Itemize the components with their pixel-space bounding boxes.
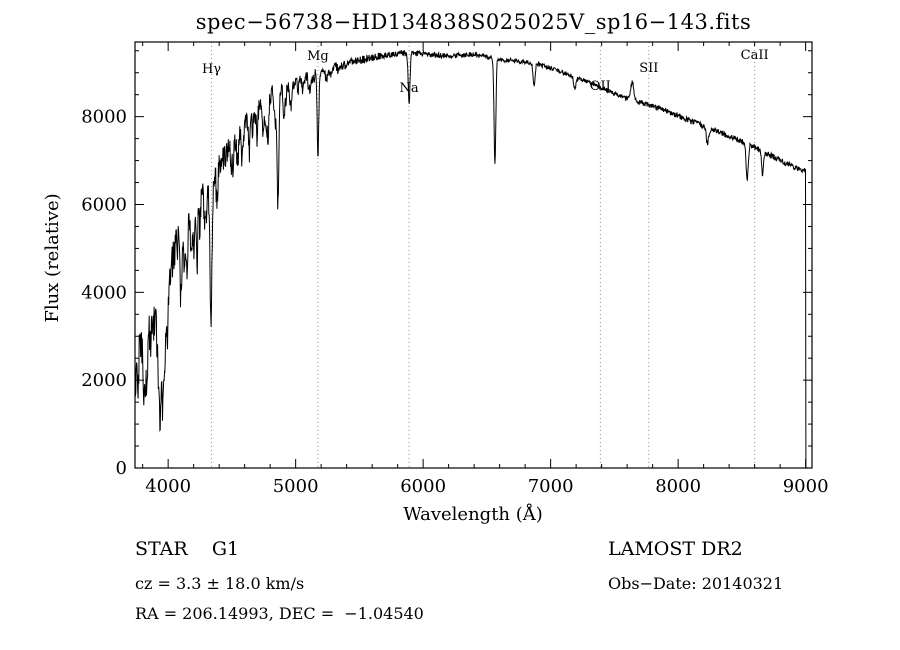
spectral-line-label-SII: SII xyxy=(639,61,658,76)
x-axis-label: Wavelength (Å) xyxy=(403,503,543,525)
obs-date: Obs−Date: 20140321 xyxy=(608,574,784,593)
y-tick-label: 8000 xyxy=(81,107,127,128)
x-tick-label: 5000 xyxy=(273,476,319,497)
spectral-line-label-Hγ: Hγ xyxy=(202,62,221,77)
object-class-label: STAR G1 xyxy=(135,538,240,560)
plot-frame xyxy=(134,41,813,469)
x-tick-label: 6000 xyxy=(400,476,446,497)
spectral-line-label-OII: OII xyxy=(590,79,611,94)
x-tick-label: 9000 xyxy=(783,476,829,497)
ra-dec-value: RA = 206.14993, DEC = −1.04540 xyxy=(135,604,424,623)
x-tick-label: 4000 xyxy=(145,476,191,497)
spectral-line-label-Na: Na xyxy=(400,81,419,96)
y-axis-label: Flux (relative) xyxy=(42,193,63,322)
y-tick-label: 6000 xyxy=(81,194,127,215)
x-tick-label: 7000 xyxy=(528,476,574,497)
survey-label: LAMOST DR2 xyxy=(608,538,743,560)
spectral-line-label-Mg: Mg xyxy=(307,49,329,64)
x-tick-label: 8000 xyxy=(655,476,701,497)
spectrum-line xyxy=(134,49,807,469)
plot-title: spec−56738−HD134838S025025V_sp16−143.fit… xyxy=(195,10,752,34)
cz-value: cz = 3.3 ± 18.0 km/s xyxy=(135,574,305,593)
y-tick-label: 0 xyxy=(116,458,127,479)
axis-ticks xyxy=(135,42,812,469)
y-tick-label: 4000 xyxy=(81,282,127,303)
spectral-line-label-CaII: CaII xyxy=(741,48,769,63)
y-tick-label: 2000 xyxy=(81,370,127,391)
